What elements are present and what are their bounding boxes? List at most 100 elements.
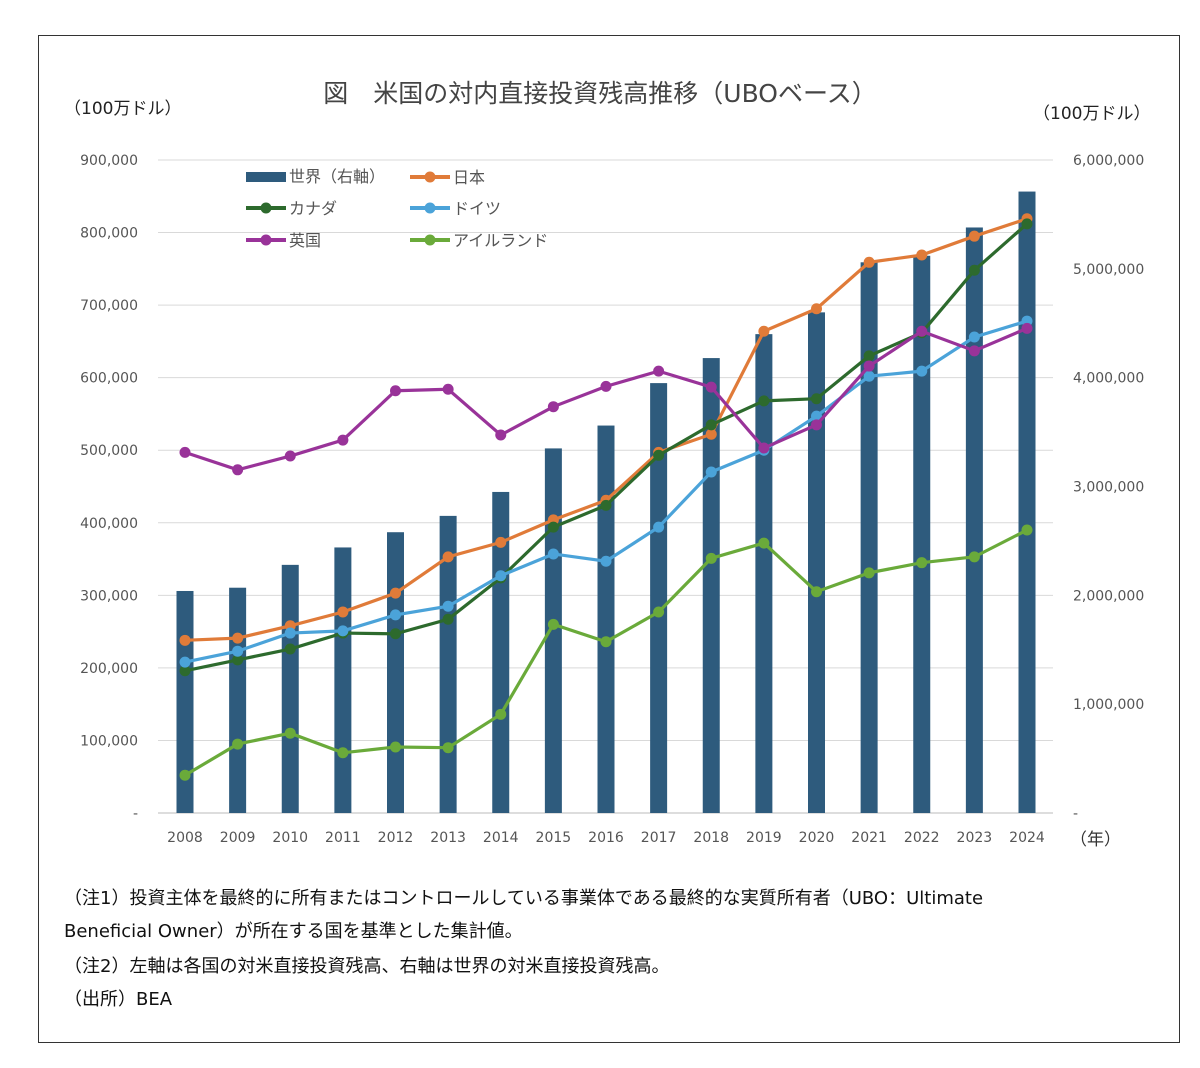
point-英国-2012: [390, 385, 401, 397]
y-tick-right: 4,000,000: [1073, 371, 1144, 387]
bar-2019: [755, 334, 773, 813]
y-axis-label-left: （100万ドル）: [64, 99, 181, 119]
point-アイルランド-2023: [968, 551, 980, 563]
note-2: （注2）左軸は各国の対米直接投資残高、右軸は世界の対米直接投資残高。: [64, 956, 670, 977]
point-アイルランド-2022: [916, 557, 928, 569]
point-日本-2012: [390, 587, 401, 599]
y-tick-left: 600,000: [80, 371, 138, 387]
bar-2008: [176, 590, 194, 813]
point-アイルランド-2021: [863, 567, 875, 579]
y-tick-left: 300,000: [80, 588, 138, 604]
legend-swatch-bar: [246, 172, 286, 182]
point-アイルランド-2013: [442, 742, 454, 754]
legend-marker: [260, 202, 272, 214]
point-英国-2016: [600, 380, 612, 392]
point-英国-2017: [653, 365, 665, 377]
legend-marker: [424, 202, 436, 214]
x-tick: 2021: [851, 830, 887, 846]
point-カナダ-2009: [232, 654, 244, 666]
point-アイルランド-2011: [337, 747, 349, 759]
x-tick: 2022: [904, 830, 940, 846]
point-英国-2010: [284, 450, 296, 462]
point-英国-2014: [495, 429, 507, 441]
point-カナダ-2008: [179, 665, 191, 677]
x-tick: 2017: [641, 830, 677, 846]
legend-label: 世界（右軸）: [289, 167, 385, 186]
legend-marker: [260, 234, 272, 246]
y-tick-right: 6,000,000: [1073, 153, 1144, 169]
point-ドイツ-2011: [337, 625, 349, 637]
point-日本-2021: [863, 256, 875, 268]
legend-label: 日本: [453, 168, 485, 187]
note-1-cont: Beneficial Owner）が所在する国を基準とした集計値。: [64, 921, 523, 942]
point-アイルランド-2015: [547, 618, 559, 630]
legend-label: 英国: [289, 231, 321, 250]
bar-2016: [597, 425, 615, 813]
point-日本-2018: [705, 428, 717, 440]
point-カナダ-2013: [442, 613, 454, 625]
y-tick-right: 5,000,000: [1073, 262, 1144, 278]
point-ドイツ-2021: [863, 370, 875, 382]
bar-2020: [808, 312, 825, 813]
point-カナダ-2019: [758, 395, 770, 407]
x-tick: 2019: [746, 830, 782, 846]
point-英国-2018: [705, 381, 717, 393]
point-日本-2008: [179, 634, 191, 646]
x-tick: 2015: [536, 830, 572, 846]
point-アイルランド-2009: [232, 738, 244, 750]
x-tick: 2008: [167, 830, 203, 846]
point-アイルランド-2018: [705, 552, 717, 564]
point-ドイツ-2018: [705, 466, 717, 478]
bar-2017: [650, 383, 668, 813]
point-カナダ-2021: [863, 350, 875, 362]
point-日本-2014: [495, 536, 507, 548]
x-axis-label: （年）: [1070, 830, 1121, 850]
bar-2015: [544, 448, 562, 813]
bar-2024: [1018, 191, 1036, 814]
point-英国-2015: [547, 401, 559, 413]
y-tick-left: -: [133, 806, 138, 822]
point-アイルランド-2016: [600, 636, 612, 648]
point-ドイツ-2009: [232, 645, 244, 657]
legend-label: ドイツ: [453, 199, 501, 218]
point-日本-2023: [968, 230, 980, 242]
point-カナダ-2020: [811, 393, 822, 405]
source-note: （出所）BEA: [64, 989, 173, 1010]
x-tick: 2013: [430, 830, 466, 846]
bar-2010: [281, 564, 299, 813]
x-tick: 2014: [483, 830, 519, 846]
x-tick: 2020: [799, 830, 835, 846]
point-カナダ-2017: [653, 449, 665, 461]
point-カナダ-2012: [390, 628, 401, 640]
legend-marker: [424, 234, 436, 246]
y-tick-left: 400,000: [80, 516, 138, 532]
point-アイルランド-2008: [179, 769, 191, 781]
bar-2012: [387, 532, 404, 813]
x-tick: 2016: [588, 830, 624, 846]
point-アイルランド-2012: [390, 741, 401, 753]
bar-2021: [860, 262, 878, 813]
y-tick-right: -: [1073, 806, 1078, 822]
point-英国-2019: [758, 442, 770, 454]
point-日本-2019: [758, 325, 770, 337]
point-英国-2011: [337, 434, 349, 446]
point-英国-2020: [811, 419, 822, 431]
point-日本-2011: [337, 606, 349, 618]
point-ドイツ-2016: [600, 555, 612, 567]
point-ドイツ-2012: [390, 609, 401, 621]
point-日本-2020: [811, 303, 822, 315]
point-ドイツ-2010: [284, 627, 296, 639]
bar-2011: [334, 547, 352, 813]
chart-title: 図 米国の対内直接投資残高推移（UBOベース）: [323, 79, 876, 108]
point-英国-2008: [179, 446, 191, 458]
point-カナダ-2016: [600, 499, 612, 511]
point-ドイツ-2022: [916, 365, 928, 377]
x-tick: 2011: [325, 830, 361, 846]
point-ドイツ-2013: [442, 600, 454, 612]
point-アイルランド-2019: [758, 537, 770, 549]
y-axis-label-right: （100万ドル）: [1033, 104, 1150, 124]
point-アイルランド-2020: [811, 586, 822, 598]
point-ドイツ-2017: [653, 521, 665, 533]
